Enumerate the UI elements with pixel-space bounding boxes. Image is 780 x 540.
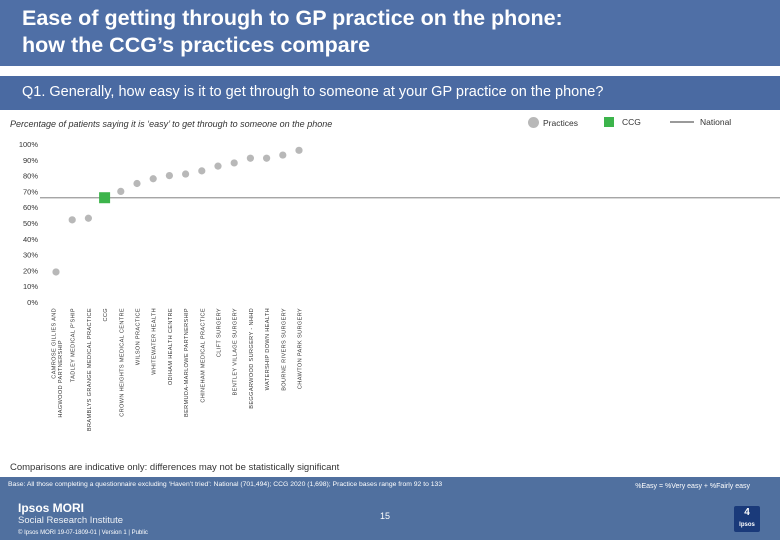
- y-tick-label: 50%: [23, 219, 38, 228]
- y-axis: 0% 10% 20% 30% 40% 50% 60% 70% 80% 90% 100%: [19, 140, 39, 307]
- header-band: [0, 0, 780, 66]
- x-tick-label: BRAMBLYS GRANGE MEDICAL PRACTICE: [87, 308, 93, 431]
- practice-point: [198, 167, 206, 175]
- practice-marker-icon: [528, 117, 539, 128]
- chart-plot-area: 0% 10% 20% 30% 40% 50% 60% 70% 80% 90% 100% CAMROS…: [19, 140, 780, 431]
- practice-point: [52, 268, 60, 276]
- y-tick-label: 70%: [23, 187, 38, 196]
- x-tick-label: WILSON PRACTICE: [136, 308, 142, 365]
- x-tick-label: CHINEHAM MEDICAL PRACTICE: [200, 308, 206, 403]
- y-tick-label: 0%: [27, 298, 38, 307]
- legend-ccg: CCG: [604, 117, 641, 127]
- practice-point: [182, 170, 190, 178]
- base-note: Base: All those completing a questionnai…: [8, 481, 443, 488]
- practice-point: [133, 179, 141, 188]
- x-tick-label: CHAWTON PARK SURGERY: [298, 308, 304, 389]
- question-text: Q1. Generally, how easy is it to get thr…: [22, 84, 604, 100]
- logo-sub-text: Social Research Institute: [18, 515, 124, 526]
- x-tick-label: CROWN HEIGHTS MEDICAL CENTRE: [119, 308, 125, 417]
- legend-national: National: [670, 117, 731, 127]
- x-tick-label: BERMUDA-MARLOWE PARTNERSHIP: [184, 308, 190, 417]
- comparisons-note: Comparisons are indicative only: differe…: [10, 462, 340, 473]
- x-tick-label: TADLEY MEDICAL P'SHIP: [71, 308, 77, 382]
- x-tick-label: CCG: [103, 308, 109, 321]
- practice-point: [279, 151, 287, 159]
- ccg-point: [99, 192, 111, 204]
- page-title-line-2: how the CCG’s practices compare: [22, 33, 371, 57]
- easy-definition: %Easy = %Very easy + %Fairly easy: [635, 483, 750, 490]
- page-title-line-1: Ease of getting through to GP practice o…: [22, 6, 563, 30]
- chart-title: Percentage of patients saying it is ‘eas…: [10, 119, 333, 129]
- question-band: [0, 76, 780, 110]
- legend-practices-label: Practices: [543, 117, 578, 128]
- ccg-marker-icon: [604, 117, 614, 127]
- y-tick-label: 40%: [23, 235, 38, 244]
- x-tick-label: CAMROSE GILLIES ANDHAGWOOD PARTNERSHIP: [52, 308, 65, 418]
- ipsos-mori-logo: Ipsos MORI Social Research Institute: [18, 501, 124, 527]
- practice-point: [165, 172, 173, 180]
- y-tick-label: 60%: [23, 203, 38, 212]
- y-tick-label: 20%: [23, 266, 38, 275]
- x-tick-label: ODIHAM HEALTH CENTRE: [168, 308, 174, 385]
- practice-point: [263, 154, 271, 162]
- y-tick-label: 90%: [23, 156, 38, 165]
- practice-point: [68, 216, 76, 224]
- page-number: 15: [380, 511, 391, 521]
- data-points: [52, 146, 303, 276]
- practice-point: [117, 187, 125, 195]
- x-tick-label: WATERSHIP DOWN HEALTH: [265, 308, 271, 390]
- y-tick-label: 30%: [23, 251, 38, 260]
- corner-icon-number: 4: [744, 507, 750, 518]
- x-tick-label: BENTLEY VILLAGE SURGERY: [233, 308, 239, 395]
- y-tick-label: 80%: [23, 172, 38, 181]
- practice-point: [149, 175, 157, 183]
- ipsos-corner-icon: 4 Ipsos: [734, 506, 760, 532]
- logo-main-text: Ipsos MORI: [18, 501, 85, 515]
- practice-point: [214, 162, 222, 170]
- legend-practices: Practices: [528, 117, 578, 128]
- x-tick-label: BEGGARWOOD SURGERY - NHHD: [249, 308, 255, 409]
- practice-point: [295, 146, 303, 154]
- legend-ccg-label: CCG: [622, 117, 641, 127]
- practice-point: [84, 214, 92, 222]
- copyright-text: © Ipsos MORI 19-07-1809-01 | Version 1 |…: [18, 530, 148, 536]
- x-axis-labels: CAMROSE GILLIES ANDHAGWOOD PARTNERSHIP TA…: [52, 308, 304, 431]
- page-title: Ease of getting through to GP practice o…: [22, 5, 762, 59]
- national-line-icon: [670, 121, 694, 123]
- practice-point: [246, 154, 254, 162]
- x-tick-label: WHITEWATER HEALTH: [152, 308, 158, 375]
- practice-point: [230, 159, 238, 167]
- y-tick-label: 100%: [19, 140, 39, 149]
- corner-icon-label: Ipsos: [739, 522, 755, 528]
- legend-national-label: National: [700, 117, 732, 127]
- footer-bar: [0, 477, 780, 540]
- x-tick-label: BOURNE RIVERS SURGERY: [281, 308, 287, 391]
- x-tick-label: CLIFT SURGERY: [217, 308, 223, 357]
- y-tick-label: 10%: [23, 282, 38, 291]
